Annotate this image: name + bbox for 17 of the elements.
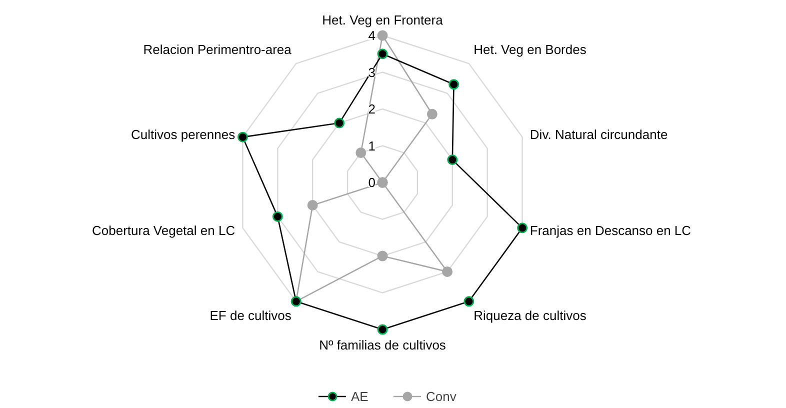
spoke-label: Het. Veg en Frontera — [322, 12, 444, 28]
spoke-label: EF de cultivos — [210, 308, 292, 323]
spoke-label: Relacion Perimentro-area — [143, 42, 292, 58]
y-tick-label: 2 — [368, 102, 376, 116]
spoke-label: Cobertura Vegetal en LC — [92, 222, 236, 238]
spoke-label: Riqueza de cultivos — [474, 308, 587, 323]
legend-label: AE — [351, 388, 370, 404]
legend-label: Conv — [426, 388, 456, 404]
spoke-label: Het. Veg en Bordes — [474, 42, 587, 58]
y-tick-label: 4 — [368, 28, 376, 43]
y-tick-label: 3 — [368, 64, 376, 80]
spoke-label: Cultivos perennes — [131, 127, 236, 142]
spoke-label: Franjas en Descanso en LC — [530, 222, 692, 238]
spoke-label: Div. Natural circundante — [530, 127, 668, 142]
spoke-label: Nº familias de cultivos — [319, 338, 446, 352]
y-tick-label: 0 — [368, 175, 376, 190]
y-tick-label: 1 — [368, 138, 376, 154]
